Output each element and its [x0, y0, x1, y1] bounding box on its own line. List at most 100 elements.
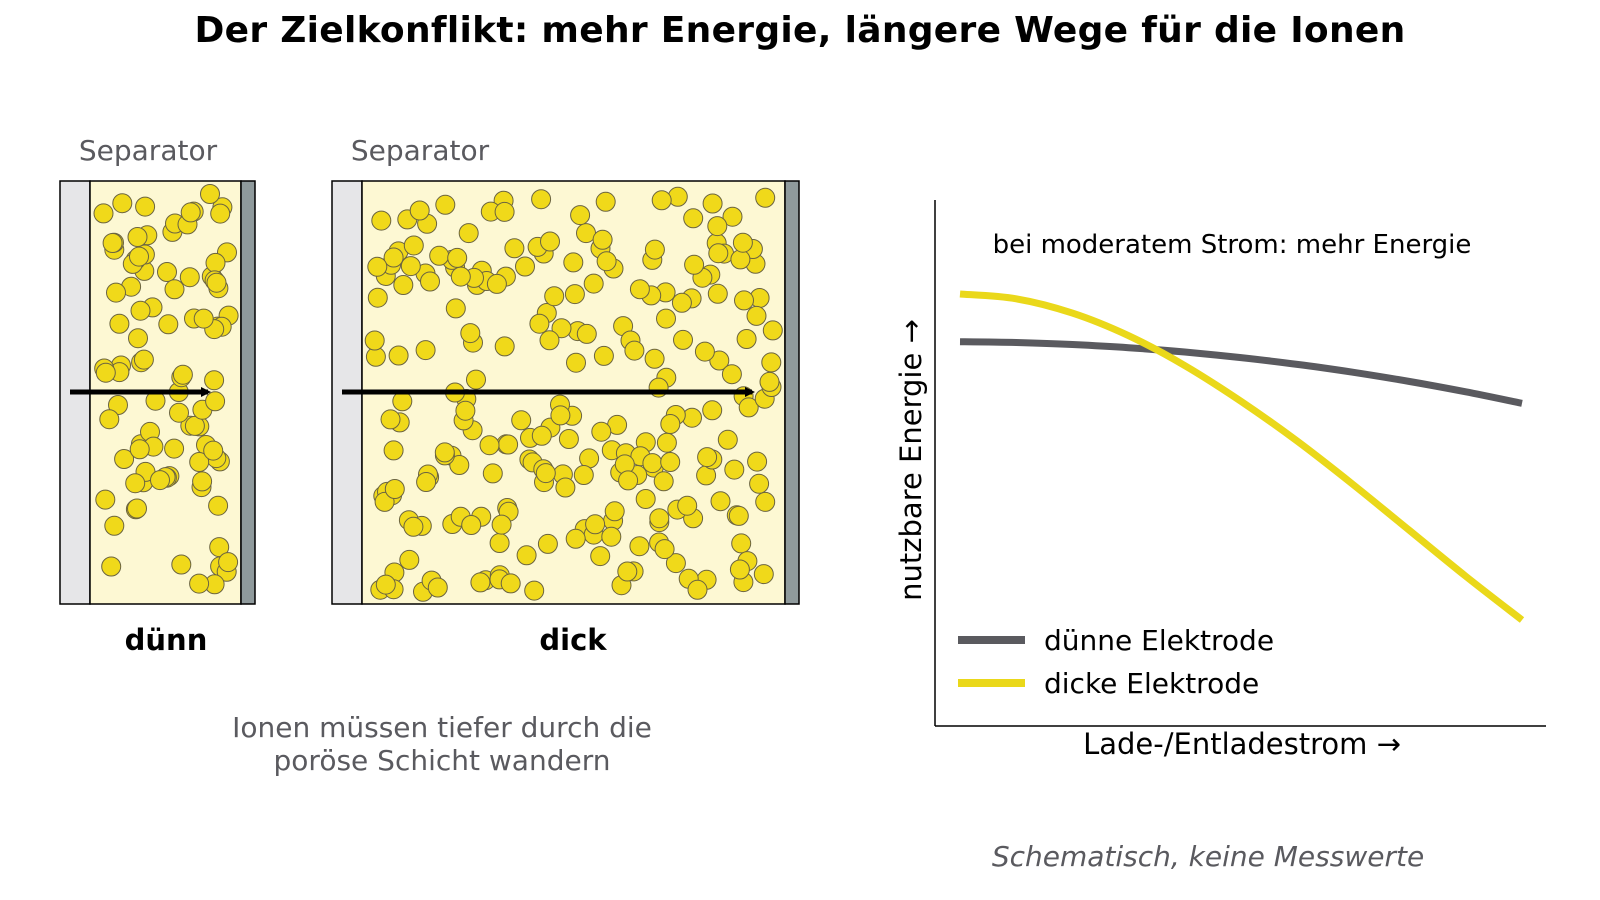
particle-thick: [642, 453, 663, 474]
particle-thick: [702, 400, 723, 421]
particle-thick: [590, 546, 611, 567]
particle-thick: [565, 528, 586, 549]
particle-thick: [665, 553, 686, 574]
particle-thick: [449, 455, 470, 475]
particle-thick: [709, 350, 730, 371]
particle-thick: [579, 448, 600, 469]
particle-thick: [500, 573, 521, 594]
particle-thick: [435, 194, 456, 215]
particle-thick: [429, 245, 450, 266]
particle-thick: [618, 470, 639, 491]
particle-thick: [596, 251, 617, 272]
particle-thin: [172, 364, 193, 385]
particle-thick: [494, 201, 515, 222]
particle-thick: [651, 190, 672, 211]
particle-thick: [593, 345, 614, 366]
particle-thick: [544, 286, 565, 307]
particle-thin: [158, 314, 179, 335]
particle-thick: [416, 472, 437, 492]
particle-thick: [644, 239, 665, 260]
particle-thick: [427, 577, 448, 598]
particle-thin: [135, 196, 156, 217]
separator-label-thick: Separator: [351, 134, 490, 167]
particle-thin: [180, 202, 201, 223]
particle-thin: [218, 552, 239, 573]
legend-label-thin: dünne Elektrode: [1044, 624, 1274, 657]
particle-thick: [420, 271, 440, 292]
series-line-thin: [959, 338, 1523, 407]
particle-thick: [461, 515, 482, 535]
particle-thin: [129, 246, 149, 267]
particle-thick: [371, 210, 392, 231]
particle-thin: [192, 471, 213, 492]
particle-thick: [592, 229, 613, 250]
particle-thin: [179, 267, 200, 288]
particle-thin: [128, 328, 148, 349]
note-line-1: Ionen müssen tiefer durch die: [232, 711, 652, 744]
particle-thick: [746, 305, 767, 326]
particle-thin: [208, 495, 229, 516]
thick-electrode-panel: Separator dick: [331, 134, 800, 657]
particle-thick: [558, 429, 579, 449]
particle-thin: [150, 470, 170, 491]
particle-thick: [653, 471, 674, 492]
particle-thin: [130, 300, 151, 321]
particle-thick: [434, 442, 455, 463]
particle-thick: [529, 313, 550, 334]
particle-thick: [494, 336, 515, 357]
particle-thick: [677, 495, 698, 516]
particle-thin: [204, 370, 225, 391]
particle-thick: [570, 205, 591, 226]
particle-thick: [660, 414, 681, 434]
particle-thin: [127, 498, 147, 519]
particle-thick: [755, 491, 776, 512]
particle-thick: [458, 223, 479, 244]
particle-thick: [555, 477, 576, 498]
particle-thick: [683, 208, 704, 229]
particle-thin: [129, 439, 150, 460]
particle-thin: [114, 449, 135, 469]
energy-current-chart: bei moderatem Strom: mehr Energie Lade-/…: [894, 200, 1546, 873]
particle-thin: [133, 349, 154, 370]
particle-thick: [604, 501, 625, 522]
particle-thick: [455, 400, 476, 421]
particle-thick: [482, 463, 503, 484]
particle-thick: [649, 508, 670, 529]
particle-thick: [540, 231, 560, 252]
particle-thick: [511, 410, 532, 431]
particle-thick: [537, 533, 558, 554]
particle-thick: [409, 200, 430, 221]
particle-thin: [200, 184, 220, 204]
particle-thin: [203, 440, 224, 461]
particle-thick: [601, 526, 622, 547]
note-line-2: poröse Schicht wandern: [274, 744, 611, 777]
particle-thin: [112, 193, 133, 214]
particle-thick: [731, 533, 752, 554]
particle-thick: [392, 391, 413, 412]
particle-thick: [524, 580, 545, 601]
particle-thick: [736, 329, 757, 349]
particle-thick: [656, 308, 676, 329]
particle-thick: [644, 348, 665, 369]
current-collector-thin: [240, 180, 256, 605]
particle-thick: [383, 440, 404, 461]
caption-thin: dünn: [125, 623, 208, 657]
particle-thick: [415, 340, 436, 361]
particle-thin: [205, 391, 226, 412]
particle-thick: [707, 283, 728, 304]
footnote: Schematisch, keine Messwerte: [992, 840, 1424, 873]
particle-thick: [486, 273, 507, 294]
particle-thin: [125, 473, 146, 494]
particle-thick: [753, 564, 774, 585]
particle-thin: [164, 279, 185, 300]
particle-thick: [759, 371, 780, 392]
particle-thick: [367, 256, 388, 277]
particle-thick: [697, 447, 718, 468]
particle-thick: [445, 298, 466, 319]
particle-thin: [193, 308, 214, 329]
series-layer: [959, 290, 1525, 623]
current-collector-thick: [784, 180, 800, 605]
particle-thick: [489, 533, 510, 553]
particle-thick: [730, 249, 751, 270]
particle-thin: [209, 537, 230, 558]
